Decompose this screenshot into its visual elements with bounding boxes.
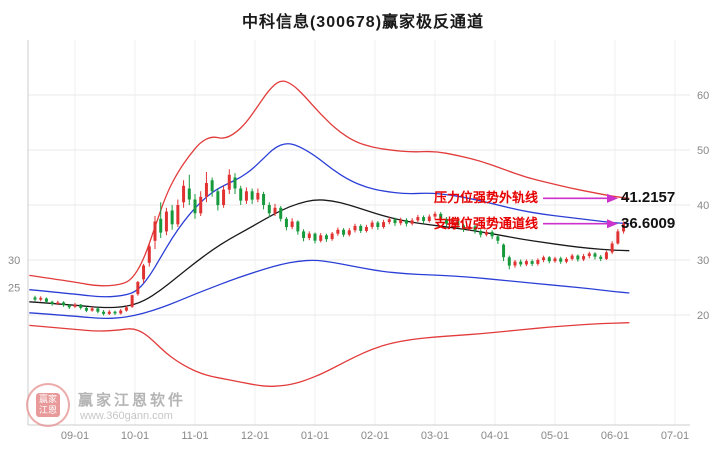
svg-text:40: 40: [697, 200, 709, 212]
svg-text:25: 25: [8, 283, 20, 295]
svg-text:02-01: 02-01: [361, 430, 389, 442]
support-line-value: 36.6009: [621, 214, 676, 232]
svg-text:60: 60: [697, 90, 709, 102]
svg-text:12-01: 12-01: [241, 430, 269, 442]
chart-title: 中科信息(300678)赢家极反通道: [241, 14, 485, 31]
svg-text:30: 30: [697, 255, 709, 267]
support-line-label: 支撑位强势通道线: [433, 215, 538, 231]
svg-text:03-01: 03-01: [421, 430, 449, 442]
svg-text:20: 20: [697, 310, 709, 322]
svg-text:07-01: 07-01: [661, 430, 689, 442]
brand-seal-icon: 赢家江恩: [26, 383, 70, 427]
svg-text:09-01: 09-01: [61, 430, 89, 442]
brand-seal-text: 赢家江恩: [36, 393, 60, 417]
svg-text:50: 50: [697, 145, 709, 157]
pressure-line-label: 压力位强势外轨线: [433, 190, 538, 206]
svg-text:06-01: 06-01: [601, 430, 629, 442]
brand-watermark-url: www.360gann.com: [80, 410, 173, 422]
svg-text:04-01: 04-01: [481, 430, 509, 442]
svg-text:01-01: 01-01: [301, 430, 329, 442]
pressure-line-value: 41.2157: [621, 189, 676, 207]
svg-text:11-01: 11-01: [181, 430, 208, 442]
svg-text:05-01: 05-01: [541, 430, 569, 442]
svg-text:10-01: 10-01: [121, 430, 149, 442]
brand-watermark: 赢家江恩软件: [78, 392, 187, 409]
svg-text:30: 30: [8, 255, 20, 267]
